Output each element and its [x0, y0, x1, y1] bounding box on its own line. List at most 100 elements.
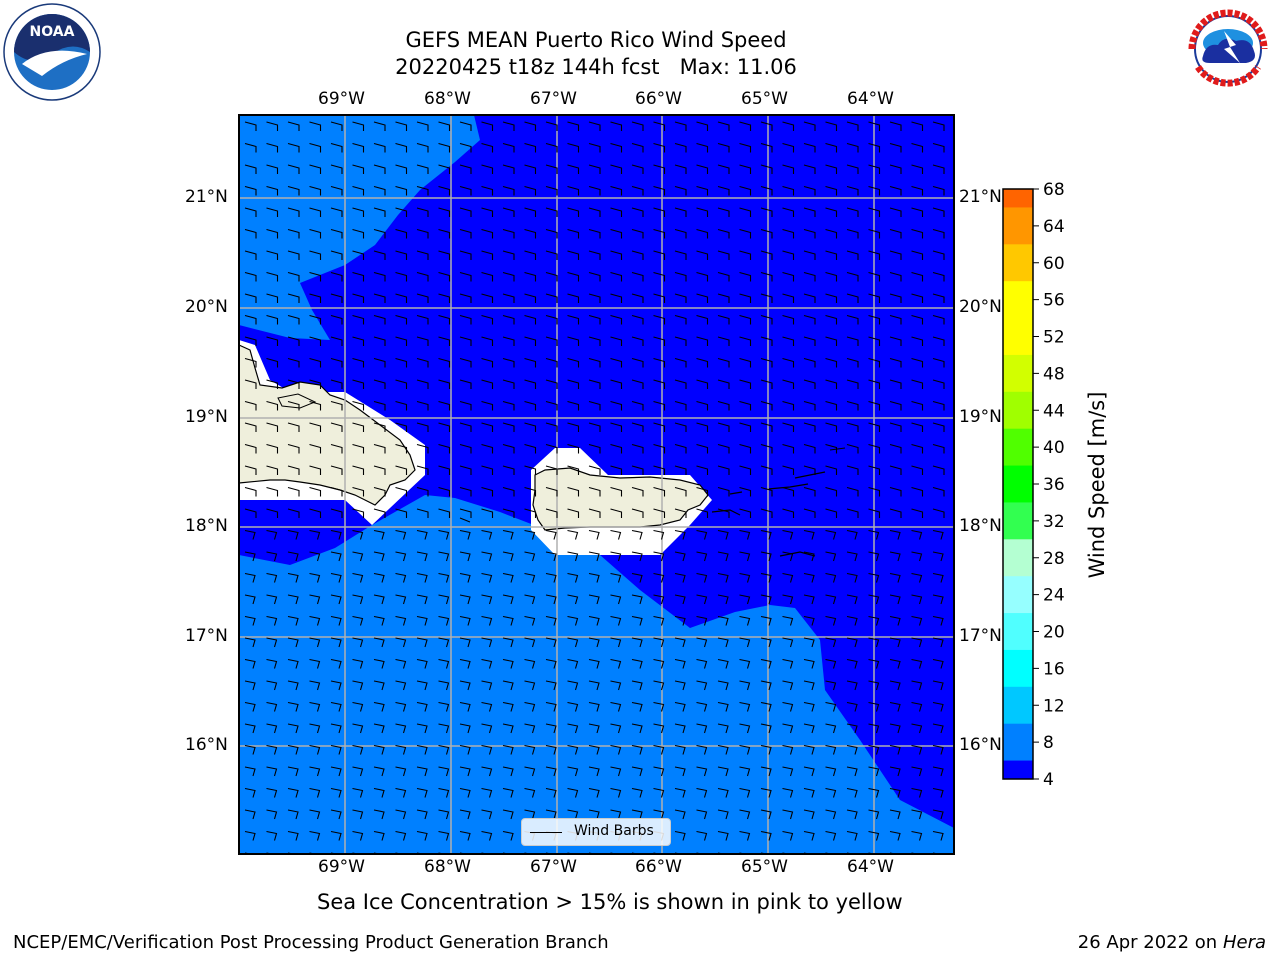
- wind-barb: [653, 529, 665, 540]
- wind-barb: [438, 529, 450, 540]
- wind-barb: [674, 809, 686, 820]
- wind-barb: [932, 271, 945, 282]
- wind-barb: [395, 658, 407, 669]
- wind-barb: [846, 443, 859, 454]
- wind-barb: [739, 465, 752, 475]
- wind-barb: [782, 529, 794, 540]
- wind-barb: [717, 529, 729, 540]
- wind-barb: [352, 379, 365, 389]
- colorbar-tick-label: 16: [1043, 659, 1065, 679]
- lon-label-bottom-5: 65°W: [741, 857, 788, 877]
- wind-barb: [309, 400, 322, 411]
- wind-barb: [674, 766, 686, 777]
- lon-label-top-3: 67°W: [530, 89, 577, 109]
- wind-barb: [911, 357, 924, 368]
- wind-barb: [481, 809, 493, 820]
- wind-barb: [889, 637, 901, 648]
- wind-barb: [932, 809, 944, 820]
- wind-barb: [782, 443, 795, 454]
- wind-barb: [352, 357, 365, 368]
- wind-barb: [739, 357, 752, 368]
- wind-barb: [739, 615, 751, 626]
- wind-barb: [266, 336, 279, 346]
- wind-barb: [782, 766, 794, 777]
- wind-barb: [545, 744, 557, 755]
- wind-barb: [868, 293, 881, 303]
- wind-barb: [610, 185, 623, 196]
- wind-barb: [717, 701, 729, 712]
- wind-barb: [438, 293, 451, 303]
- wind-barb: [266, 207, 279, 217]
- wind-barb: [438, 486, 451, 497]
- wind-barb: [481, 142, 494, 153]
- wind-barb: [502, 508, 515, 518]
- wind-barb: [481, 293, 494, 303]
- wind-barb: [825, 121, 838, 131]
- wind-barb: [438, 443, 451, 454]
- wind-barb: [395, 164, 408, 174]
- wind-barb: [782, 293, 795, 303]
- wind-barb: [524, 250, 537, 260]
- wind-barb: [567, 465, 580, 475]
- wind-barb: [631, 551, 643, 562]
- colorbar-band: [1003, 465, 1033, 485]
- wind-barb: [631, 336, 644, 346]
- wind-barb: [932, 830, 944, 841]
- wind-barb: [266, 572, 278, 583]
- wind-barb: [760, 400, 773, 411]
- wind-barb: [352, 766, 364, 777]
- wind-barb: [631, 379, 644, 389]
- colorbar-band: [1003, 447, 1033, 467]
- wind-barb: [545, 701, 557, 712]
- wind-barb: [782, 701, 794, 712]
- wind-barb: [395, 508, 408, 518]
- wind-barb: [825, 809, 837, 820]
- wind-barb: [481, 465, 494, 475]
- colorbar-band: [1003, 244, 1033, 264]
- wind-barb: [502, 271, 515, 282]
- wind-barb: [782, 422, 795, 432]
- wind-barb: [330, 766, 342, 777]
- wind-barb: [760, 271, 773, 282]
- wind-barb: [524, 529, 536, 540]
- wind-barb: [696, 830, 708, 841]
- wind-barb: [739, 766, 751, 777]
- wind-barb: [545, 422, 558, 432]
- wind-barb: [309, 443, 322, 454]
- wind-barb: [309, 701, 321, 712]
- wind-barb: [760, 357, 773, 368]
- wind-barb: [696, 637, 708, 648]
- wind-barb: [481, 164, 494, 174]
- wind-barb: [481, 680, 493, 691]
- wind-barb: [868, 164, 881, 174]
- wind-barb: [868, 615, 880, 626]
- wind-barb: [760, 637, 772, 648]
- wind-barb: [889, 207, 902, 217]
- wind-barb: [889, 250, 902, 260]
- wind-barb: [696, 207, 709, 217]
- wind-barb: [502, 465, 515, 475]
- wind-barb: [868, 723, 880, 734]
- wind-barb: [309, 766, 321, 777]
- wind-barb: [373, 766, 385, 777]
- wind-barb: [567, 207, 580, 217]
- colorbar-tick-label: 8: [1043, 733, 1054, 753]
- wind-barb: [760, 250, 773, 260]
- wind-barb: [932, 787, 944, 798]
- wind-barb: [481, 185, 494, 196]
- wind-barb: [610, 207, 623, 217]
- wind-barb: [373, 787, 385, 798]
- wind-barb: [524, 443, 537, 454]
- wind-barb: [502, 658, 514, 669]
- wind-barb: [911, 809, 923, 820]
- wind-barb: [567, 508, 580, 518]
- lon-label-bottom-6: 64°W: [847, 857, 894, 877]
- wind-barb: [438, 400, 451, 411]
- wind-barb: [373, 701, 385, 712]
- wind-barb: [266, 228, 279, 239]
- wind-barb: [309, 465, 322, 475]
- wind-barb: [803, 766, 815, 777]
- wind-barb: [567, 572, 579, 583]
- wind-barb: [287, 744, 299, 755]
- wind-barb: [524, 185, 537, 196]
